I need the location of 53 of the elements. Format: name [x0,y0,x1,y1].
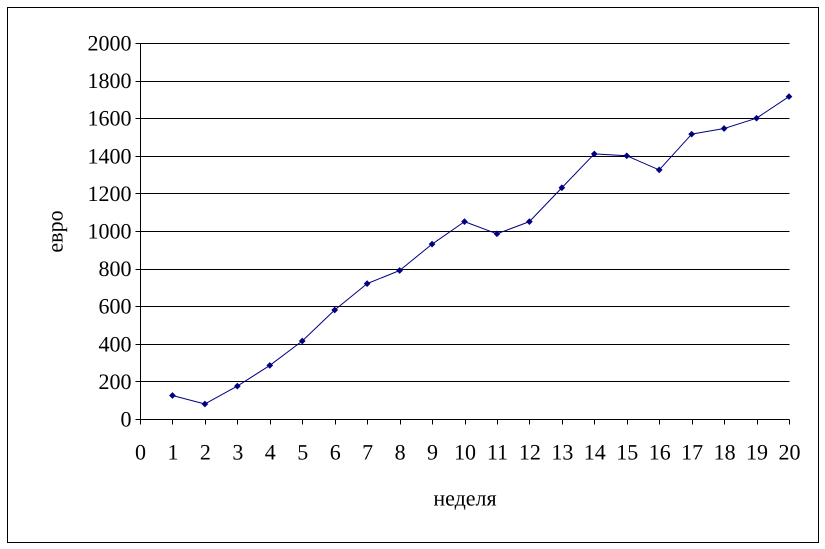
y-tick-label: 600 [98,294,132,319]
x-tick-label: 17 [681,440,704,464]
point [623,152,630,160]
point [494,230,500,238]
point [753,114,760,122]
x-tick-label: 1 [167,440,178,464]
point [428,240,436,248]
x-tick-label: 16 [648,440,671,464]
x-tick-label: 8 [394,440,406,464]
y-axis-title: евро [42,210,68,253]
point [234,382,241,390]
point [688,130,696,138]
x-tick-label: 9 [427,440,438,464]
point [590,150,598,158]
x-tick-label: 6 [330,440,341,464]
x-tick-label: 20 [778,440,800,464]
x-tick-label: 7 [362,440,374,464]
x-tick-label: 5 [297,440,308,464]
point [331,306,338,314]
y-tick-label: 800 [98,256,132,282]
point [298,338,306,344]
point [526,218,533,225]
x-tick-label: 18 [714,440,736,464]
x-tick-label: 3 [232,440,244,464]
point [720,125,728,132]
point [202,400,208,408]
y-tick-label: 2000 [88,30,132,56]
x-tick-label: 15 [616,440,638,464]
point [169,392,176,399]
y-tick-label: 1600 [88,106,132,131]
x-tick-label: 2 [200,440,211,464]
point [786,93,792,100]
x-tick-label: 4 [264,440,276,464]
x-tick-label: 10 [454,440,476,464]
y-tick-label: 400 [98,331,132,356]
point [558,184,566,192]
point [656,166,663,174]
point [364,280,371,287]
y-tick-label: 1200 [88,180,132,206]
x-tick-label: 11 [486,440,508,464]
y-tick-label: 1400 [88,143,132,168]
x-tick-label: 14 [584,440,606,464]
x-axis-title: неделя [433,486,497,510]
y-tick-label: 0 [120,406,132,432]
point [266,362,274,369]
x-tick-label: 12 [518,440,541,464]
x-tick-label: 13 [551,440,574,464]
point [461,218,468,225]
x-tick-label: 19 [746,440,768,464]
y-tick-label: 200 [98,368,132,394]
y-tick-label: 1000 [88,218,132,244]
y-tick-label: 1800 [88,68,132,94]
point [396,267,403,274]
